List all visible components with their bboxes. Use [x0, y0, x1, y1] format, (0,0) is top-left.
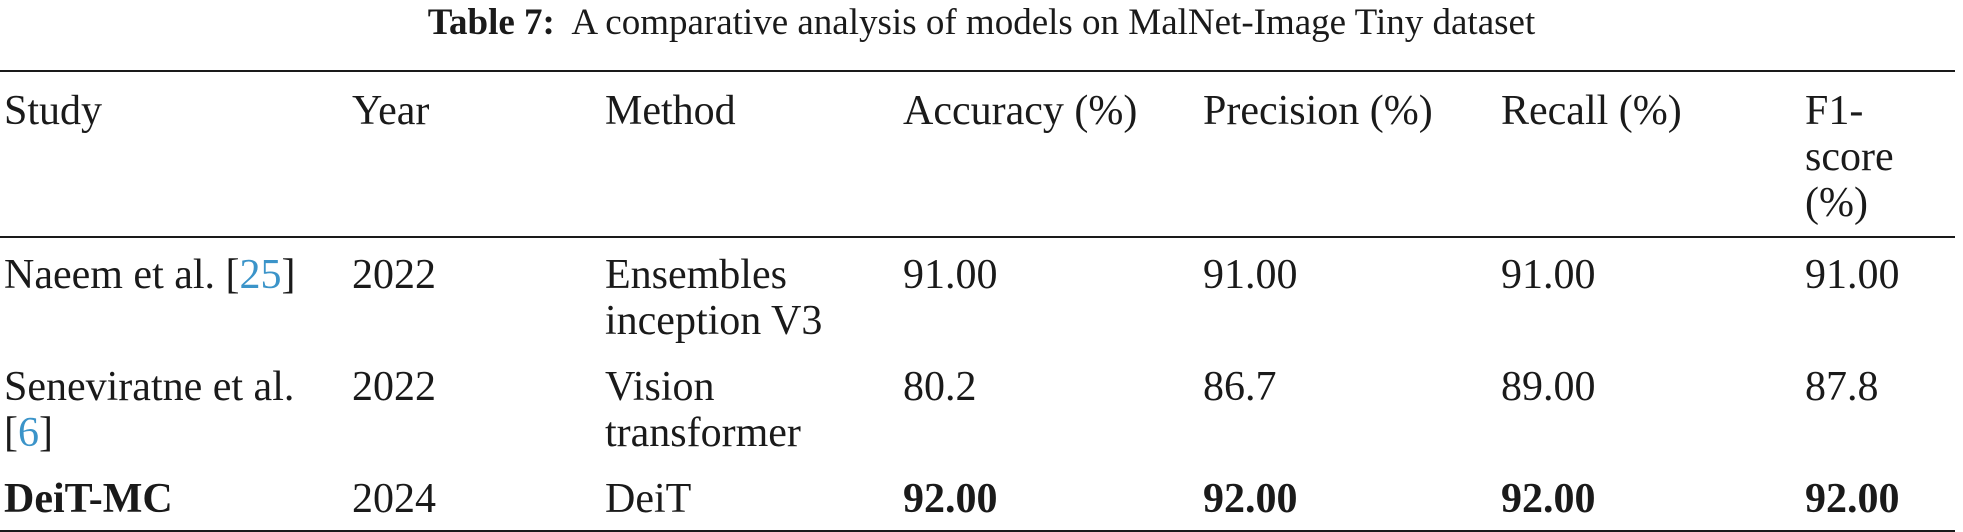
cell-recall: 91.00 [1501, 252, 1596, 298]
study-bracket: ] [39, 410, 53, 456]
cell-study: Seneviratne et al. [6] [0, 350, 348, 462]
cell-f1: 87.8 [1805, 364, 1879, 410]
study-name: Seneviratne et al. [ [4, 364, 295, 456]
cell-accuracy: 92.00 [899, 462, 1199, 532]
column-header-method: Method [601, 70, 899, 238]
study-name: Naeem et al. [ [4, 252, 240, 298]
cell-method: Ensembles inception V3 [605, 252, 823, 344]
table-caption: Table 7: A comparative analysis of model… [0, 2, 1963, 44]
table-row: Naeem et al. [25] 2022 Ensembles incepti… [0, 237, 1955, 350]
column-header-precision: Precision (%) [1199, 70, 1497, 238]
column-header-study: Study [0, 70, 348, 238]
comparison-table: Study Year Method Accuracy (%) Precision… [0, 70, 1955, 532]
column-header-recall: Recall (%) [1497, 70, 1801, 238]
table-title: A comparative analysis of models on MalN… [571, 2, 1536, 43]
cell-f1: 91.00 [1805, 252, 1900, 298]
cell-precision: 92.00 [1199, 462, 1497, 532]
column-header-f1: F1-score (%) [1801, 70, 1955, 238]
cell-precision: 91.00 [1203, 252, 1298, 298]
cell-method: DeiT [601, 462, 899, 532]
column-header-accuracy: Accuracy (%) [899, 70, 1199, 238]
table-row: Seneviratne et al. [6] 2022 Vision trans… [0, 350, 1955, 462]
table-label: Table 7: [427, 2, 555, 43]
cell-year: 2022 [352, 364, 436, 410]
table-row-highlighted: DeiT-MC 2024 DeiT 92.00 92.00 92.00 92.0… [0, 462, 1955, 532]
cell-method: Vision transformer [605, 364, 801, 456]
cell-year: 2024 [348, 462, 601, 532]
header-row: Study Year Method Accuracy (%) Precision… [0, 70, 1955, 238]
reference-link[interactable]: 6 [18, 410, 39, 456]
cell-accuracy: 80.2 [903, 364, 977, 410]
cell-accuracy: 91.00 [903, 252, 998, 298]
cell-study: DeiT-MC [0, 462, 348, 532]
reference-link[interactable]: 25 [239, 252, 282, 298]
cell-recall: 89.00 [1501, 364, 1596, 410]
study-bracket: ] [281, 252, 296, 298]
cell-study: Naeem et al. [25] [0, 237, 348, 350]
cell-year: 2022 [352, 252, 436, 298]
column-header-year: Year [348, 70, 601, 238]
cell-precision: 86.7 [1203, 364, 1277, 410]
cell-f1: 92.00 [1801, 462, 1955, 532]
cell-recall: 92.00 [1497, 462, 1801, 532]
